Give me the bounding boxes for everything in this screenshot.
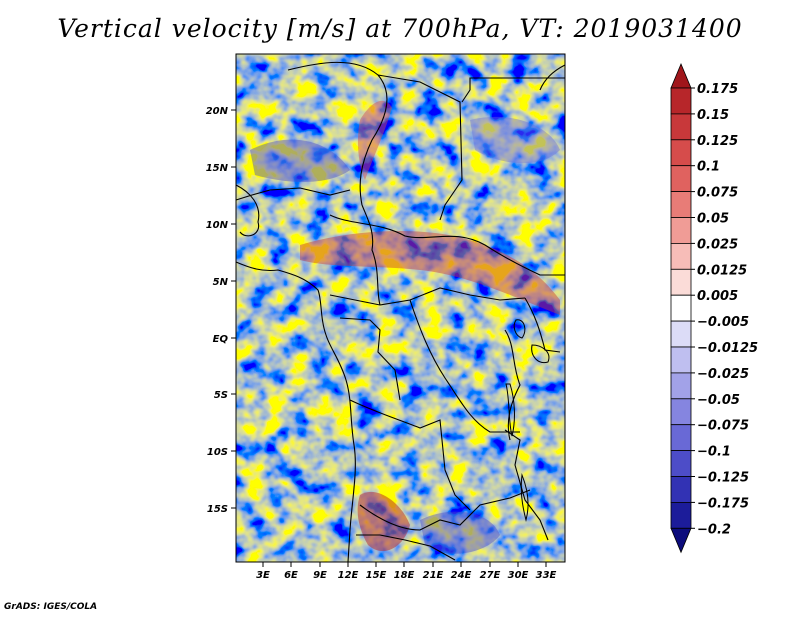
lon-label-24e: 24E <box>451 570 472 581</box>
colorbar-label: 0.125 <box>697 134 738 149</box>
lon-label-27e: 27E <box>480 570 501 581</box>
ascent-band-central <box>300 230 560 315</box>
colorbar-swatch <box>670 113 692 141</box>
colorbar-label: −0.0125 <box>697 341 758 356</box>
colorbar-label: −0.125 <box>697 471 749 486</box>
colorbar-swatch <box>670 87 692 115</box>
colorbar-swatch <box>670 165 692 192</box>
colorbar-swatch <box>670 320 692 348</box>
colorbar-swatch <box>670 450 692 477</box>
colorbar-label: −0.175 <box>697 496 749 511</box>
colorbar-swatch <box>670 501 692 529</box>
lon-label-21e: 21E <box>423 570 444 581</box>
descent-patch-east <box>470 116 560 164</box>
lat-label-10s: 10S <box>207 447 228 458</box>
map-title: Vertical velocity [m/s] at 700hPa, VT: 2… <box>57 14 743 43</box>
lon-label-18e: 18E <box>394 570 415 581</box>
colorbar-swatch <box>670 217 692 244</box>
colorbar-label: 0.005 <box>697 289 738 304</box>
axis-ticks <box>231 109 547 567</box>
colorbar-swatch <box>670 242 692 270</box>
ascent-patch-south <box>357 491 410 552</box>
colorbar-label: 0.175 <box>697 82 738 97</box>
ascent-streak-north <box>357 100 392 180</box>
colorbar-label: 0.0125 <box>697 263 747 278</box>
colorbar-label: −0.005 <box>697 315 749 330</box>
map-frame <box>235 53 566 563</box>
lat-label-eq: EQ <box>213 334 229 345</box>
velocity-field <box>236 54 565 562</box>
colorbar-arrow-top <box>670 62 692 89</box>
lat-label-15s: 15S <box>207 504 228 515</box>
lat-label-10n: 10N <box>206 220 229 231</box>
lon-label-15e: 15E <box>366 570 387 581</box>
colorbar-swatch <box>670 191 692 218</box>
colorbar-label: 0.05 <box>697 212 729 227</box>
colorbar-arrow-bottom <box>670 527 692 554</box>
colorbar-label: −0.05 <box>697 393 740 408</box>
lon-label-12e: 12E <box>338 570 359 581</box>
colorbar-swatch <box>670 346 692 374</box>
colorbar-swatch <box>670 398 692 426</box>
lon-label-30e: 30E <box>508 570 529 581</box>
lat-label-20n: 20N <box>206 106 229 117</box>
colorbar-label: −0.075 <box>697 419 749 434</box>
colorbar-label: −0.025 <box>697 367 749 382</box>
colorbar-swatch <box>670 139 692 167</box>
colorbar-label: 0.075 <box>697 186 738 201</box>
colorbar-swatch <box>670 268 692 296</box>
colorbar-label: 0.15 <box>697 108 729 123</box>
lat-label-5n: 5N <box>213 277 229 288</box>
longitude-labels: 3E 6E 9E 12E 15E 18E 21E 24E 27E 30E 33E <box>256 570 556 581</box>
lon-label-9e: 9E <box>313 570 327 581</box>
lat-label-5s: 5S <box>214 390 228 401</box>
lon-label-6e: 6E <box>284 570 298 581</box>
lat-label-15n: 15N <box>206 163 229 174</box>
colorbar-swatch <box>670 294 692 322</box>
descent-patch-southwest <box>420 511 500 554</box>
colorbar-swatch <box>670 372 692 400</box>
colorbar-label: −0.2 <box>697 522 731 537</box>
lon-label-33e: 33E <box>536 570 557 581</box>
colorbar-swatch <box>670 476 692 503</box>
descent-patch-north <box>250 139 350 182</box>
colorbar-swatch <box>670 424 692 452</box>
map-figure: 20N 15N 10N 5N EQ 5S 10S 15S 3E 6E 9E 12… <box>206 53 758 581</box>
coastlines-and-borders <box>235 61 566 563</box>
grads-credit: GrADS: IGES/COLA <box>4 602 98 612</box>
latitude-labels: 20N 15N 10N 5N EQ 5S 10S 15S <box>206 106 229 515</box>
colorbar-label: −0.1 <box>697 445 731 460</box>
lakes <box>505 319 550 522</box>
colorbar-label: 0.025 <box>697 237 738 252</box>
lon-label-3e: 3E <box>256 570 270 581</box>
colorbar: 0.175 0.15 0.125 0.1 0.075 0.05 0.025 0.0125 0.0… <box>670 62 758 554</box>
colorbar-label: 0.1 <box>697 160 720 175</box>
